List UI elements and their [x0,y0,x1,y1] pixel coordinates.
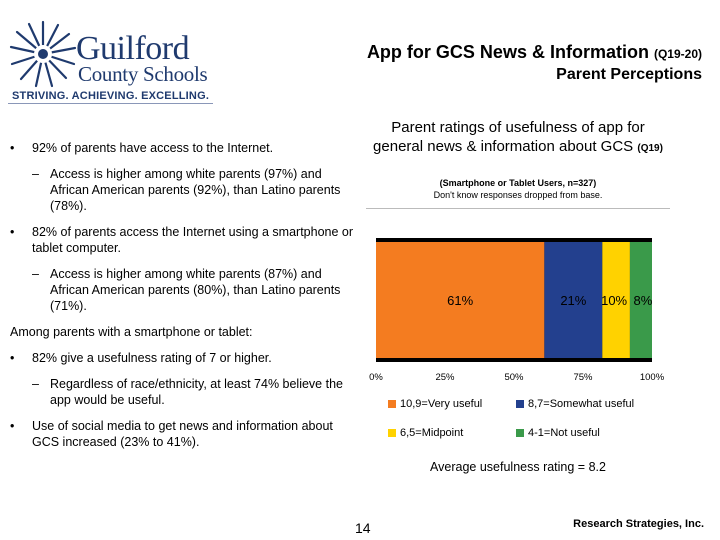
x-tick-label: 50% [504,372,524,383]
legend-label: 10,9=Very useful [400,398,483,410]
page-title-suffix: (Q19-20) [653,47,702,61]
tagline: STRIVING. ACHIEVING. EXCELLING. [12,90,210,102]
legend-swatch [388,429,396,437]
among-parents-heading: Among parents with a smartphone or table… [10,325,253,339]
bar-label-1: 21% [560,293,586,308]
x-tick-label: 0% [369,372,383,383]
page-number: 14 [355,520,371,536]
legend-item-3: 4-1=Not useful [516,427,600,439]
gcs-logo: Guilford County Schools [8,18,218,108]
logo-divider [8,103,213,104]
legend-label: 8,7=Somewhat useful [528,398,635,410]
x-tick-label: 75% [573,372,593,383]
chart-note: (Smartphone or Tablet Users, n=327) Don'… [368,177,668,201]
bullet-social-media: Use of social media to get news and info… [10,418,360,450]
bar-segment-2 [602,242,630,358]
chart-subtitle: (Smartphone or Tablet Users, n=327) [439,178,597,188]
bar-label-3: 8% [634,293,653,308]
page-title: App for GCS News & Information (Q19-20) [367,42,702,63]
bar-segment-3 [629,242,652,358]
legend-item-2: 6,5=Midpoint [388,427,463,439]
legend-label: 4-1=Not useful [528,427,600,439]
logo-text-guilford: Guilford [76,30,190,67]
page-subtitle: Parent Perceptions [556,66,702,83]
legend-item-1: 8,7=Somewhat useful [516,398,634,410]
bullet-internet-access: 92% of parents have access to the Intern… [10,140,360,156]
bullet-usefulness-rating: 82% give a usefulness rating of 7 or hig… [10,350,360,366]
bullet-smartphone-access: 82% of parents access the Internet using… [10,224,360,256]
chart-title-suffix: (Q19) [637,143,663,154]
chart-divider [366,208,670,209]
average-rating: Average usefulness rating = 8.2 [430,460,606,474]
x-tick-label: 25% [435,372,455,383]
starburst-logo-icon [9,20,77,88]
legend-swatch [516,429,524,437]
sub-bullet-internet-by-race: Access is higher among white parents (97… [10,166,360,214]
bar-label-2: 10% [601,293,627,308]
legend-swatch [516,400,524,408]
chart-title-text: Parent ratings of usefulness of app for … [373,119,645,155]
bar-label-0: 61% [447,293,473,308]
findings-list: 92% of parents have access to the Intern… [10,140,360,460]
usefulness-stacked-bar-chart: 61% 21% 10% 8% 0% 25% 50% 75% 100% [369,238,665,383]
bar-segment-1 [544,242,603,358]
sub-bullet-usefulness-by-race: Regardless of race/ethnicity, at least 7… [10,376,360,408]
sub-bullet-smartphone-by-race: Access is higher among white parents (87… [10,266,360,314]
chart-title: Parent ratings of usefulness of app for … [368,118,668,158]
bar-segment-0 [376,242,545,358]
credit-line: Research Strategies, Inc. [573,518,704,530]
legend-label: 6,5=Midpoint [400,427,464,439]
legend-item-0: 10,9=Very useful [388,398,482,410]
x-tick-label: 100% [640,372,665,383]
legend-swatch [388,400,396,408]
page-title-text: App for GCS News & Information [366,42,649,62]
chart-base-note: Don't know responses dropped from base. [433,190,603,200]
logo-text-county-schools: County Schools [78,62,208,86]
